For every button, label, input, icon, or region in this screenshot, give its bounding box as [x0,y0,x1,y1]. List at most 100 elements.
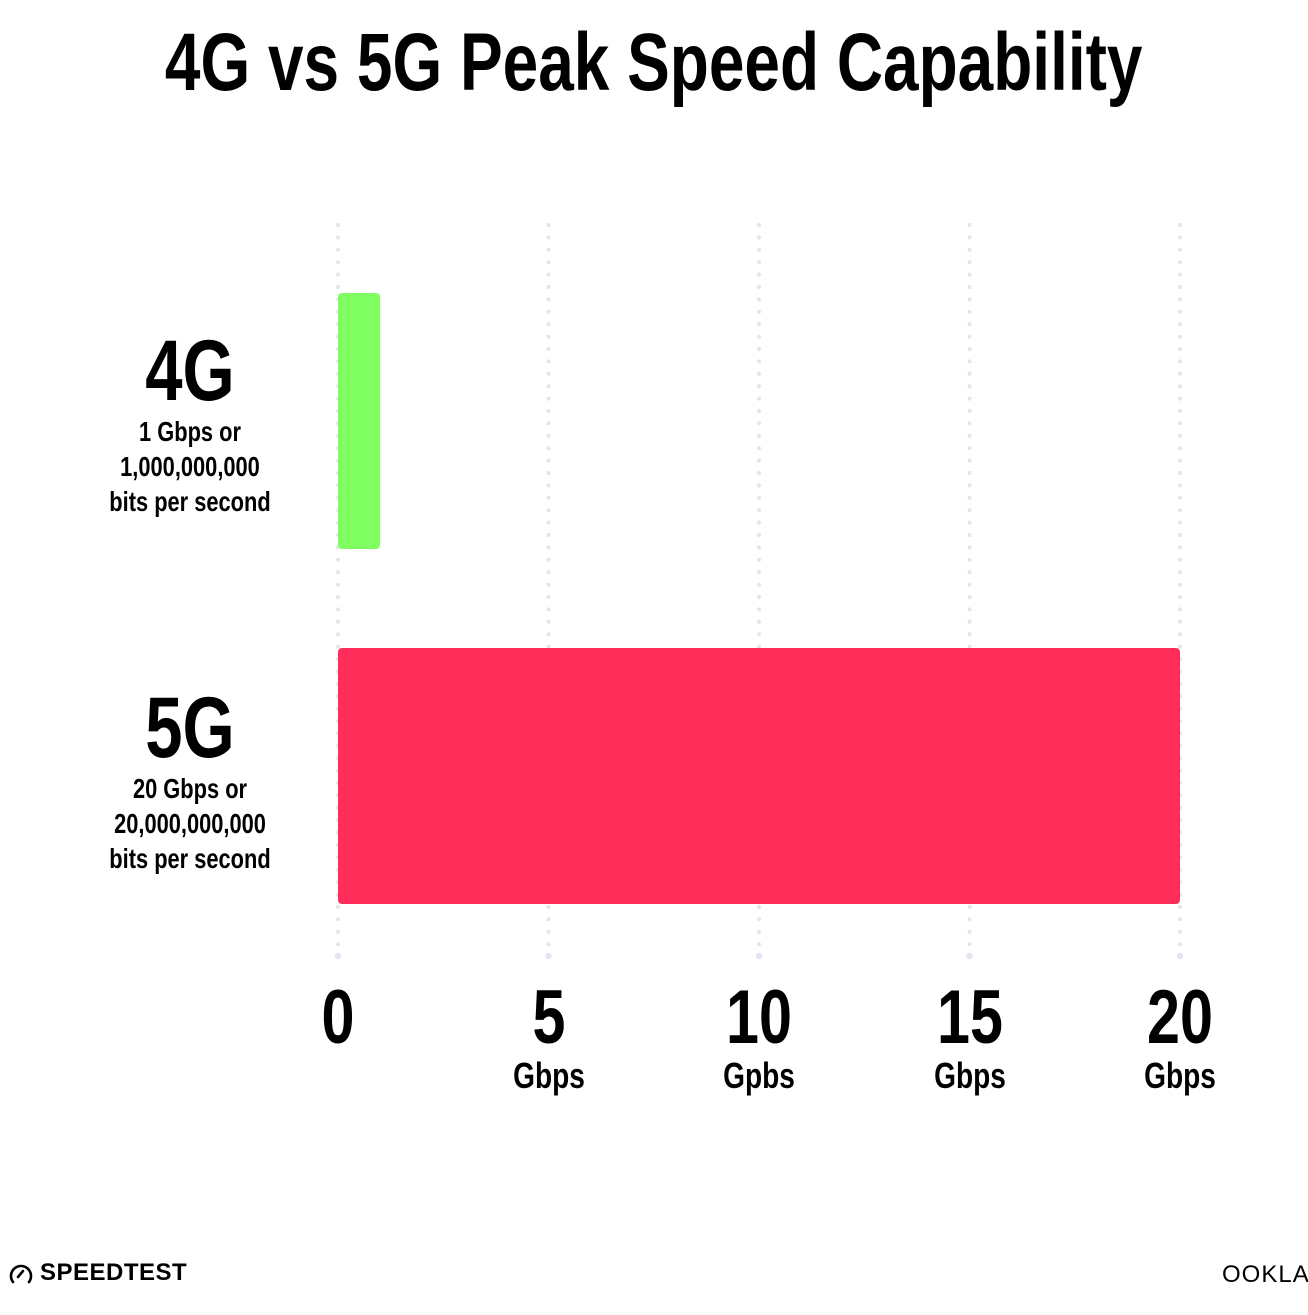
category-label-5g: 5G 20 Gbps or 20,000,000,000 bits per se… [109,680,271,874]
gridline-dot [546,582,551,587]
gridline-dot [546,632,551,637]
gridline-dot [1178,334,1182,339]
gridline-dot [546,929,551,934]
gridline-dot [967,557,972,562]
gridline-dot [336,929,340,934]
gridline-dot [757,297,761,302]
x-tick-label: 5 [532,975,565,1060]
gridline-dot [757,396,761,401]
gridline-dot [1178,421,1182,426]
gridline-dot [336,917,340,922]
gridline-dot [967,371,972,376]
gridline-end-dot [966,952,973,960]
gridline-dot [757,285,761,289]
gridline-dot [546,409,551,413]
gridline-dot [546,520,551,525]
gridline-dot [1178,458,1182,463]
gridline-dot [967,520,972,525]
gridline-dot [1178,247,1182,252]
gridline-dot [336,285,340,289]
gridline-dot [336,570,340,575]
gridline-dot [1178,322,1182,327]
x-tick-unit: Gbps [512,1055,585,1096]
gridline-dot [967,545,972,550]
gridline-dot [757,632,761,637]
gridline-dot [757,917,761,922]
x-tick-label: 0 [321,975,355,1060]
gridline-dot [967,508,972,513]
gridline-dot [757,371,761,376]
gridline-dot [967,446,972,451]
gridline-dot [967,632,972,637]
gridline-dot [967,619,972,624]
x-tick-label: 20 [1147,975,1213,1060]
gridline-dot [967,322,972,327]
gridline-dot [967,942,972,947]
gridline-dot [546,396,551,401]
gridline-dot [1178,347,1182,351]
gridline-dot [757,545,761,550]
x-tick-unit: Gbps [1144,1055,1216,1096]
gridline-dot [757,433,761,438]
gridline-dot [546,433,551,438]
gridline-dot [1178,309,1182,314]
gridline-dot [757,508,761,513]
gridline-dot [546,334,551,339]
gridline-dot [1178,632,1182,637]
gridline-dot [546,942,551,947]
gridline-dot [1178,396,1182,401]
gridline-dot [1178,545,1182,550]
gridline-dot [757,942,761,947]
gridline-dot [967,347,972,351]
gridline-dot [336,595,340,599]
gridline-dot [546,619,551,624]
gridline-dot [967,607,972,612]
gridline-dot [757,334,761,339]
gridline-dot [546,458,551,463]
gridline-dot [546,471,551,475]
gridline-dot [967,272,972,277]
gridline-dot [1178,483,1182,488]
gridline-dot [1178,260,1182,265]
x-tick-label: 15 [936,975,1003,1060]
gridline-dot [1178,433,1182,438]
gridline-dot [546,371,551,376]
gridline-end-dot [755,952,763,960]
gridline-dot [967,285,972,289]
gridline-dot [1178,272,1182,277]
gridline-end-dot [1176,952,1184,960]
gridline-dot [967,533,972,537]
speedtest-logo: SPEEDTEST [8,1259,187,1287]
gridline-dot [967,260,972,265]
gridline-dot [546,285,551,289]
gridline-dot [757,520,761,525]
x-tick: 15 Gbps [870,978,1070,1094]
gridline-dot [757,582,761,587]
gridline-dot [546,508,551,513]
gridline-dot [757,409,761,413]
gridline-dot [336,644,340,649]
gridline-dot [757,905,761,909]
gridline-dot [546,322,551,327]
gridline-dot [546,446,551,451]
gridline-dot [967,396,972,401]
gridline-dot [1178,533,1182,537]
gridline-dot [967,595,972,599]
gridline-dot [757,309,761,314]
gridline-dot [546,557,551,562]
gridline-dot [1178,495,1182,500]
gridline-dot [967,235,972,240]
gridline-dot [546,545,551,550]
gridline-dot [757,607,761,612]
gridline-dot [757,929,761,934]
gridline-dot [1178,570,1182,575]
gridline-dot [967,297,972,302]
gridline-dot [546,533,551,537]
gridline-dot [1178,223,1182,227]
gridline-dot [967,359,972,364]
gridline-dot [757,595,761,599]
gridline-dot [967,458,972,463]
gridline-dot [1178,942,1182,947]
x-tick: 0 [238,978,438,1058]
gridline-dot [757,644,761,649]
